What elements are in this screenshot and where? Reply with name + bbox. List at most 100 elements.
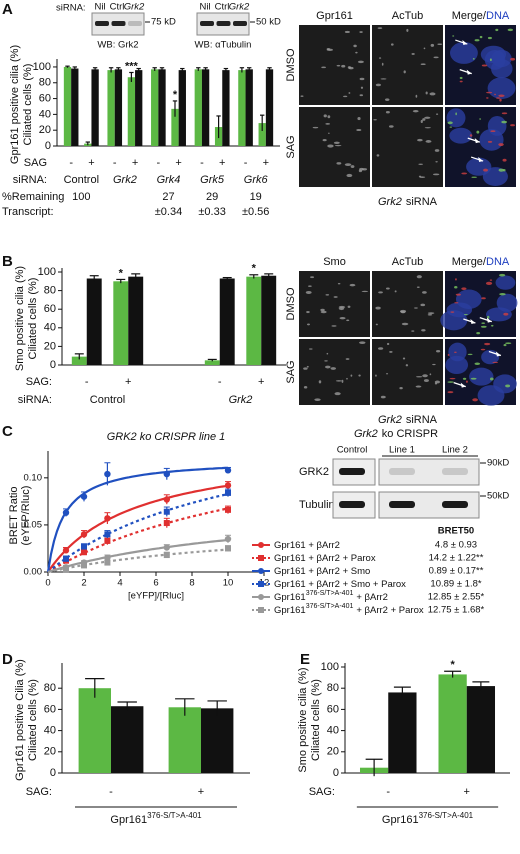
point xyxy=(104,515,111,522)
speck xyxy=(312,126,319,129)
speck xyxy=(423,47,426,50)
speck xyxy=(436,113,439,116)
y-axis-label: Ciliated cells (%) xyxy=(27,679,39,761)
speck xyxy=(330,367,336,370)
speck xyxy=(402,357,406,360)
point xyxy=(63,566,69,573)
bar xyxy=(86,278,102,365)
bar xyxy=(78,688,111,773)
speck xyxy=(465,380,468,383)
speck xyxy=(489,58,492,62)
bar xyxy=(91,69,99,146)
speck xyxy=(406,28,409,32)
speck xyxy=(388,125,394,128)
y-tick-label: 40 xyxy=(39,108,51,120)
fit-curve xyxy=(47,492,229,573)
channel-label: Gpr161 xyxy=(316,10,353,22)
y-tick-label: 20 xyxy=(39,124,51,136)
speck xyxy=(401,322,409,326)
speck xyxy=(385,287,390,290)
speck xyxy=(436,349,441,353)
group-name: Gpr161 xyxy=(382,814,419,826)
speck xyxy=(476,130,480,134)
speck xyxy=(420,63,426,66)
x-tick-label: - xyxy=(218,376,222,388)
row-label: siRNA: xyxy=(18,394,52,406)
x-axis-label: [eYFP]/[Rluc] xyxy=(128,591,184,602)
x-tick-label: + xyxy=(263,157,269,169)
x-tick-label: + xyxy=(219,157,225,169)
y-axis-label: Ciliated cells (%) xyxy=(27,278,39,360)
speck xyxy=(454,278,457,281)
speck xyxy=(481,322,486,324)
speck xyxy=(389,351,393,353)
speck xyxy=(325,123,330,125)
lane-label: Control xyxy=(337,445,368,456)
speck xyxy=(399,386,403,390)
y-tick-label: 0.00 xyxy=(24,567,43,578)
speck xyxy=(378,57,382,59)
speck xyxy=(412,109,419,113)
row-label: %Remaining xyxy=(2,191,64,203)
speck xyxy=(350,374,353,377)
speck xyxy=(361,290,369,293)
speck xyxy=(350,165,355,168)
y-tick-label: 80 xyxy=(44,682,56,694)
speck xyxy=(499,273,506,277)
legend-label: Gpr161 + βArr2 + Parox xyxy=(274,553,376,564)
x-tick-label: + xyxy=(198,786,204,798)
point xyxy=(163,470,170,478)
x-tick-label: - xyxy=(85,376,89,388)
micrograph xyxy=(372,25,443,105)
channel-label: DNA xyxy=(486,256,510,268)
y-axis-label: Smo positive cilia (%) xyxy=(297,667,309,772)
bar xyxy=(265,69,274,146)
group-label: Grk5 xyxy=(200,174,225,186)
bar xyxy=(219,278,235,365)
speck xyxy=(327,115,331,119)
group-label: Grk6 xyxy=(244,174,269,186)
bar xyxy=(107,70,115,146)
speck xyxy=(447,381,454,383)
speck xyxy=(425,91,428,95)
bar xyxy=(151,69,159,146)
row-label: SAG xyxy=(24,157,47,169)
speck xyxy=(495,28,499,32)
bret50-value: 12.75 ± 1.68* xyxy=(428,605,485,616)
significance: * xyxy=(450,659,455,671)
speck xyxy=(341,379,344,383)
row-label: siRNA: xyxy=(13,174,47,186)
row-label: SAG: xyxy=(26,376,52,388)
speck xyxy=(447,353,450,356)
channel-label: Merge/ xyxy=(452,10,487,22)
speck xyxy=(357,117,361,121)
nucleus xyxy=(469,367,494,386)
channel-label: DNA xyxy=(486,10,510,22)
bar xyxy=(113,281,129,365)
speck xyxy=(507,28,514,32)
point xyxy=(81,562,87,569)
bar xyxy=(261,275,277,365)
micrograph xyxy=(372,107,443,187)
speck xyxy=(489,279,493,281)
point xyxy=(225,506,231,513)
speck xyxy=(339,316,346,320)
bar xyxy=(127,77,136,146)
bar xyxy=(466,686,496,773)
speck xyxy=(333,296,338,298)
speck xyxy=(455,112,457,116)
speck xyxy=(492,361,499,364)
x-tick-label: - xyxy=(157,157,161,169)
bret50-header: BRET50 xyxy=(438,526,474,537)
fit-curve xyxy=(47,507,229,573)
bar xyxy=(238,70,246,146)
point xyxy=(63,555,69,562)
panel-letter: E xyxy=(300,651,310,668)
speck xyxy=(381,62,384,66)
group-label: Control xyxy=(64,174,99,186)
caption-rest: siRNA xyxy=(406,196,438,208)
speck xyxy=(510,124,515,127)
bret50-value: 12.85 ± 2.55* xyxy=(428,592,485,603)
remaining-sem: ±0.56 xyxy=(242,206,269,218)
point xyxy=(104,531,111,538)
